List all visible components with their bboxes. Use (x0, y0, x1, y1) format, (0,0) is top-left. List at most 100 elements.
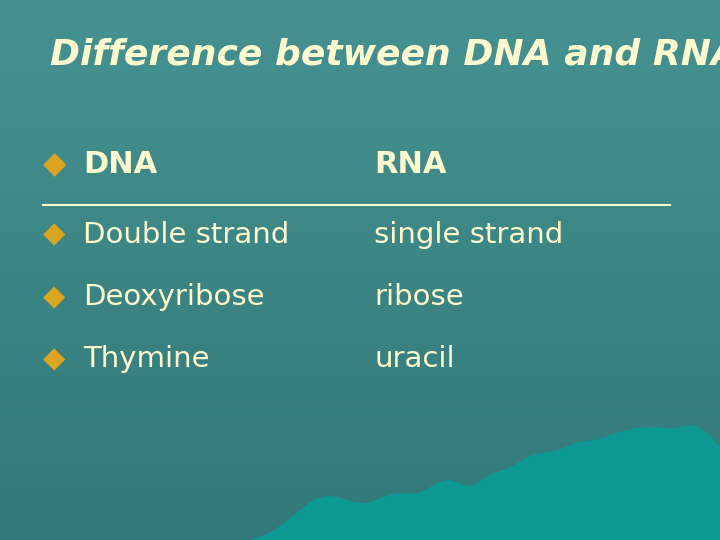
Bar (0, 363, 720, 366)
Bar (0, 140, 720, 142)
Bar (0, 355, 720, 356)
Bar (0, 153, 720, 155)
Text: ribose: ribose (374, 283, 464, 311)
Bar (0, 92, 720, 93)
Bar (0, 401, 720, 403)
Bar (0, 351, 720, 353)
Bar (0, 317, 720, 319)
Bar (0, 274, 720, 275)
Bar (0, 279, 720, 281)
Bar (0, 356, 720, 358)
Bar (0, 25, 720, 27)
Bar (0, 382, 720, 383)
Bar (0, 482, 720, 484)
Bar (0, 481, 720, 482)
Bar (0, 443, 720, 444)
Bar (0, 366, 720, 367)
Bar (0, 255, 720, 258)
Bar (0, 49, 720, 50)
Bar (0, 2, 720, 4)
Bar (0, 196, 720, 198)
Bar (0, 0, 720, 2)
Bar (0, 524, 720, 525)
Bar (0, 477, 720, 479)
Bar (0, 421, 720, 423)
Bar (0, 79, 720, 81)
Bar (0, 207, 720, 209)
Bar (0, 231, 720, 232)
Bar (0, 400, 720, 401)
Text: single strand: single strand (374, 221, 564, 249)
Bar (0, 417, 720, 420)
Bar (0, 187, 720, 189)
Bar (0, 236, 720, 238)
Bar (0, 103, 720, 104)
Bar (0, 312, 720, 313)
Bar (0, 486, 720, 488)
Bar (0, 220, 720, 221)
Bar (0, 16, 720, 18)
Bar (0, 18, 720, 20)
Bar (0, 373, 720, 374)
Bar (0, 177, 720, 178)
Bar (0, 160, 720, 162)
Bar (0, 484, 720, 486)
Bar (0, 189, 720, 191)
Bar (0, 517, 720, 518)
Bar (0, 390, 720, 393)
Bar (0, 324, 720, 326)
Bar (0, 182, 720, 184)
Bar (0, 247, 720, 248)
Bar (0, 119, 720, 120)
Bar (0, 498, 720, 501)
Bar (0, 297, 720, 299)
Bar (0, 457, 720, 459)
Bar (0, 416, 720, 417)
Bar (0, 319, 720, 320)
Bar (0, 275, 720, 277)
Bar (0, 198, 720, 200)
Bar (0, 218, 720, 220)
Bar (0, 414, 720, 416)
Bar (0, 538, 720, 540)
Bar (0, 50, 720, 52)
Bar (0, 304, 720, 306)
Bar (0, 135, 720, 137)
Bar (0, 39, 720, 42)
Bar (0, 65, 720, 66)
Bar (0, 130, 720, 131)
Bar (0, 61, 720, 63)
Bar (0, 295, 720, 297)
Bar (0, 346, 720, 347)
Bar (0, 459, 720, 461)
Bar (0, 56, 720, 58)
Bar (0, 117, 720, 119)
Bar (0, 243, 720, 245)
Bar (0, 227, 720, 228)
Bar (0, 174, 720, 177)
Bar (0, 115, 720, 117)
Text: ◆: ◆ (43, 283, 66, 311)
Bar (0, 501, 720, 502)
Bar (0, 420, 720, 421)
Bar (0, 441, 720, 443)
Bar (0, 439, 720, 441)
Bar (0, 144, 720, 146)
Bar (0, 124, 720, 126)
Bar (0, 518, 720, 520)
Bar (0, 328, 720, 329)
Bar (0, 286, 720, 288)
Bar (0, 533, 720, 535)
Bar (0, 137, 720, 139)
Bar (0, 452, 720, 454)
Bar (0, 96, 720, 97)
Bar (0, 106, 720, 108)
Bar (0, 470, 720, 471)
Text: Double strand: Double strand (83, 221, 289, 249)
Bar (0, 171, 720, 173)
Bar (0, 326, 720, 328)
Bar (0, 157, 720, 158)
Bar (0, 535, 720, 536)
Bar (0, 383, 720, 385)
Bar (0, 479, 720, 481)
